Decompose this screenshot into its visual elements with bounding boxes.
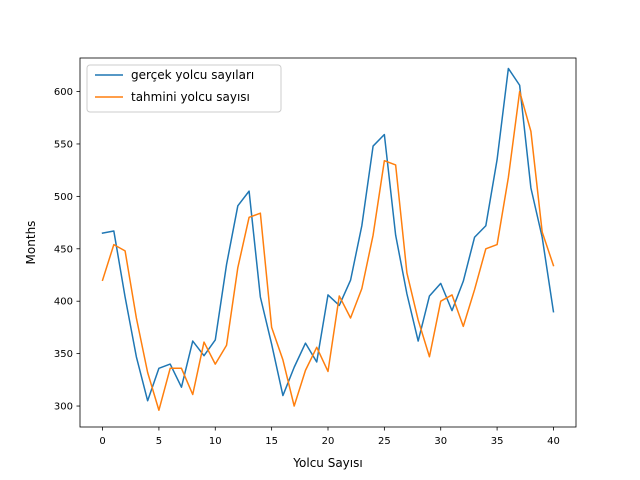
x-axis: 0 5 10 15 20 25 30 35 40 bbox=[99, 427, 560, 447]
legend-box bbox=[86, 64, 282, 113]
y-tick-label: 300 bbox=[54, 402, 73, 413]
legend: gerçek yolcu sayıları tahmini yolcu sayı… bbox=[86, 64, 282, 113]
series-layer bbox=[101, 67, 555, 411]
y-tick-label: 400 bbox=[54, 297, 73, 308]
y-tick-label: 350 bbox=[54, 349, 73, 360]
x-tick-label: 5 bbox=[156, 436, 162, 447]
x-tick-label: 40 bbox=[547, 436, 560, 447]
y-tick-label: 450 bbox=[54, 244, 73, 255]
y-tick-label: 550 bbox=[54, 139, 73, 150]
legend-label-series-2: tahmini yolcu sayısı bbox=[131, 90, 250, 104]
x-tick-label: 10 bbox=[209, 436, 222, 447]
y-axis-label: Months bbox=[24, 221, 38, 265]
y-axis: 300 350 400 450 500 550 600 bbox=[54, 87, 80, 413]
y-tick-label: 500 bbox=[54, 192, 73, 203]
x-tick-label: 25 bbox=[378, 436, 391, 447]
x-tick-label: 0 bbox=[99, 436, 105, 447]
x-tick-label: 15 bbox=[265, 436, 278, 447]
plot-area bbox=[80, 58, 576, 427]
x-axis-label: Yolcu Sayısı bbox=[292, 456, 362, 470]
y-tick-label: 600 bbox=[54, 87, 73, 98]
x-tick-label: 20 bbox=[322, 436, 335, 447]
legend-label-series-1: gerçek yolcu sayıları bbox=[131, 68, 254, 82]
x-tick-label: 30 bbox=[434, 436, 447, 447]
x-tick-label: 35 bbox=[491, 436, 504, 447]
